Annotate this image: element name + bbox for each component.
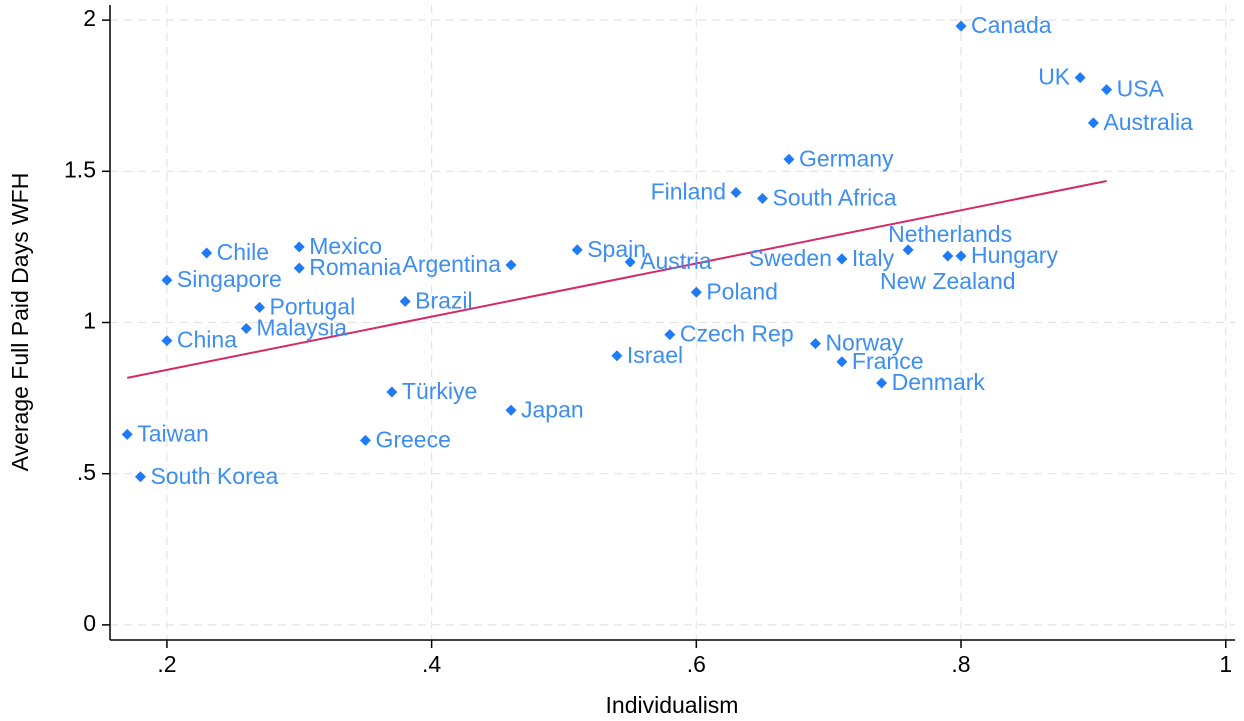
y-tick-label: 2 (83, 5, 96, 31)
y-tick-label: 1.5 (64, 156, 96, 182)
point-label: France (852, 348, 924, 374)
point (611, 350, 623, 362)
point-label: Poland (706, 278, 778, 304)
point (386, 386, 398, 398)
point-label: Canada (971, 12, 1052, 38)
point-label: Sweden (749, 245, 832, 271)
point-label: USA (1117, 76, 1165, 102)
point-label: Israel (627, 342, 683, 368)
point-label: Romania (309, 254, 401, 280)
y-axis-title: Average Full Paid Days WFH (7, 173, 33, 472)
point-label: Japan (521, 396, 584, 422)
point (1087, 117, 1099, 129)
point (293, 262, 305, 274)
point-label: Mexico (309, 233, 382, 259)
point-label: Singapore (177, 266, 282, 292)
point-label: South Korea (150, 463, 278, 489)
point (624, 256, 636, 268)
point (809, 338, 821, 350)
point (254, 301, 266, 313)
point (293, 241, 305, 253)
point-label: Norway (825, 330, 903, 356)
point (134, 471, 146, 483)
fit-line (127, 180, 1107, 379)
point (240, 323, 252, 335)
y-tick-label: .5 (77, 459, 96, 485)
point (1074, 72, 1086, 84)
point-label: Austria (640, 248, 712, 274)
point (876, 377, 888, 389)
point (690, 286, 702, 298)
x-tick-label: .8 (951, 651, 970, 677)
point (571, 244, 583, 256)
y-tick-label: 0 (83, 610, 96, 636)
point-label: Finland (651, 179, 726, 205)
point (505, 404, 517, 416)
point-label: Taiwan (137, 420, 209, 446)
point (730, 186, 742, 198)
x-tick-label: .4 (422, 651, 441, 677)
point-label: Greece (375, 427, 450, 453)
point (1101, 84, 1113, 96)
point-label: Türkiye (402, 378, 477, 404)
point (201, 247, 213, 259)
point (757, 193, 768, 205)
point-label: Hungary (971, 242, 1058, 268)
point (161, 335, 173, 347)
point-label: Malaysia (256, 315, 347, 341)
point (359, 434, 371, 446)
point-label: Brazil (415, 287, 473, 313)
y-tick-label: 1 (83, 308, 96, 334)
point (955, 20, 967, 32)
x-tick-label: 1 (1219, 651, 1232, 677)
point-label: New Zealand (880, 268, 1016, 294)
point-label: Argentina (403, 251, 502, 277)
point (955, 250, 967, 262)
point-label: Germany (799, 145, 894, 171)
point-label: Czech Rep (680, 321, 794, 347)
point-label: China (177, 327, 237, 353)
x-axis-title: Individualism (606, 692, 739, 718)
point-label: Chile (217, 239, 269, 265)
point (161, 274, 173, 286)
point (942, 250, 954, 262)
point (836, 253, 848, 265)
point (902, 244, 914, 256)
point-label: Netherlands (888, 221, 1012, 247)
point (399, 295, 411, 307)
point (783, 153, 795, 165)
point (836, 356, 848, 368)
point-label: Australia (1103, 109, 1193, 135)
point (121, 428, 133, 440)
point (664, 329, 676, 341)
point (505, 259, 517, 271)
point-label: Italy (852, 245, 895, 271)
point-label: South Africa (773, 185, 897, 211)
point-label: Denmark (892, 369, 986, 395)
point-label: UK (1038, 64, 1071, 90)
x-tick-label: .6 (687, 651, 706, 677)
point-label: Spain (587, 236, 646, 262)
x-tick-label: .2 (157, 651, 176, 677)
point-label: Portugal (270, 293, 356, 319)
